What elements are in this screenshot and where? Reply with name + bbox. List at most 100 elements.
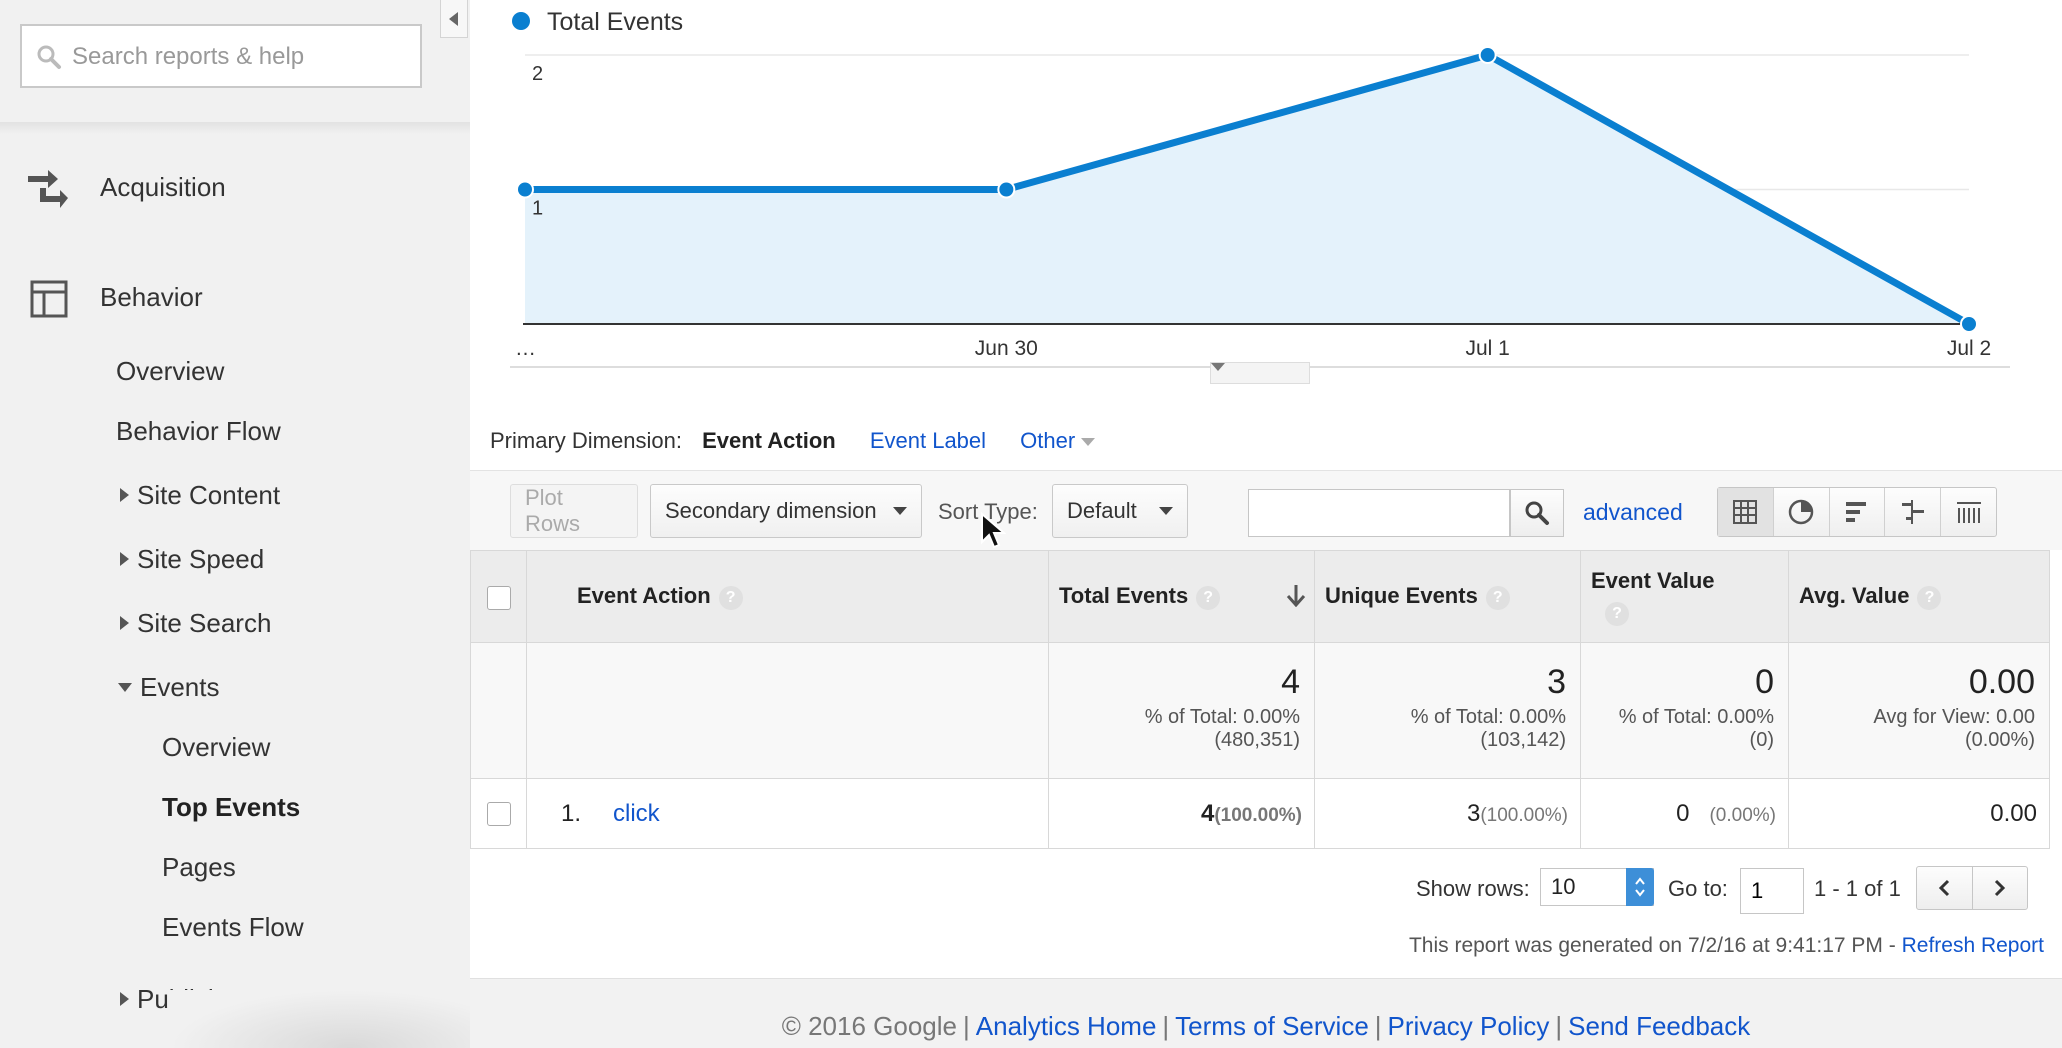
view-pivot-button[interactable] bbox=[1940, 488, 1996, 536]
sidebar-item-label: Overview bbox=[162, 732, 271, 762]
totals-empty-cell bbox=[470, 642, 527, 779]
header-total-events[interactable]: Total Events? bbox=[1048, 550, 1315, 643]
sidebar-item-events-flow[interactable]: Events Flow bbox=[162, 912, 304, 943]
view-comparison-button[interactable] bbox=[1884, 488, 1940, 536]
sidebar-item-site-speed[interactable]: Site Speed bbox=[120, 544, 264, 575]
header-avg-value[interactable]: Avg. Value? bbox=[1788, 550, 2050, 643]
footer-link-feedback[interactable]: Send Feedback bbox=[1568, 1011, 1751, 1041]
sidebar-item-events[interactable]: Events bbox=[118, 672, 220, 703]
view-bar-button[interactable] bbox=[1828, 488, 1885, 536]
sidebar-item-top-events[interactable]: Top Events bbox=[162, 792, 300, 823]
search-input[interactable] bbox=[72, 40, 412, 74]
sidebar-collapse-button[interactable] bbox=[440, 0, 468, 38]
help-icon[interactable]: ? bbox=[1196, 585, 1221, 610]
sidebar-item-site-content[interactable]: Site Content bbox=[120, 480, 280, 511]
sidebar-item-label: Site Content bbox=[137, 480, 281, 510]
primary-dimension-label: Primary Dimension: bbox=[490, 428, 682, 453]
acquisition-icon bbox=[26, 166, 72, 212]
row-event-value: 0 (0.00%) bbox=[1580, 778, 1789, 849]
totals-row: 4% of Total: 0.00% (480,351) 3% of Total:… bbox=[470, 642, 2050, 779]
advanced-filter-link[interactable]: advanced bbox=[1583, 499, 1683, 525]
row-unique-events: 3(100.00%) bbox=[1314, 778, 1581, 849]
header-event-value[interactable]: Event Value? bbox=[1580, 550, 1789, 643]
row-avg-value: 0.00 bbox=[1788, 778, 2050, 849]
next-page-button[interactable] bbox=[1971, 867, 2028, 909]
sidebar-item-label: Site Search bbox=[137, 608, 272, 638]
header-event-action[interactable]: Event Action? bbox=[526, 550, 1049, 643]
pivot-icon bbox=[1956, 502, 1981, 523]
footer-link-privacy[interactable]: Privacy Policy bbox=[1387, 1011, 1550, 1041]
refresh-report-link[interactable]: Refresh Report bbox=[1901, 934, 2044, 957]
dimension-event-label-link[interactable]: Event Label bbox=[869, 428, 987, 453]
nav-section-label: Acquisition bbox=[100, 172, 226, 202]
sidebar-item-behavior-overview[interactable]: Overview bbox=[116, 356, 224, 387]
cell-pct: (0.00%) bbox=[1709, 804, 1776, 826]
view-toggle-group bbox=[1717, 487, 1997, 537]
sidebar-item-label: Pages bbox=[162, 852, 236, 882]
nav-section-acquisition[interactable]: Acquisition bbox=[0, 156, 470, 216]
footer-link-analytics-home[interactable]: Analytics Home bbox=[975, 1011, 1157, 1041]
total-abs: (480,351) bbox=[1214, 729, 1300, 751]
row-select-cell bbox=[470, 778, 527, 849]
cell-pct: (100.00%) bbox=[1480, 804, 1568, 826]
expand-icon bbox=[120, 552, 129, 567]
sidebar-item-label: Top Events bbox=[162, 792, 301, 822]
help-icon[interactable]: ? bbox=[1605, 601, 1629, 626]
search-icon bbox=[36, 44, 62, 75]
sidebar-item-behavior-flow[interactable]: Behavior Flow bbox=[116, 416, 281, 447]
y-tick-label: 2 bbox=[532, 63, 543, 85]
show-rows-value: 10 bbox=[1551, 874, 1576, 899]
previous-page-button[interactable] bbox=[1917, 867, 1972, 909]
event-action-link[interactable]: click bbox=[613, 799, 660, 827]
help-icon[interactable]: ? bbox=[1917, 585, 1942, 610]
totals-total-events: 4 % of Total: 0.00% (480,351) bbox=[1048, 642, 1315, 779]
footer-link-terms[interactable]: Terms of Service bbox=[1175, 1011, 1369, 1041]
dimension-other-link[interactable]: Other bbox=[1020, 428, 1096, 453]
nav-section-behavior[interactable]: Behavior bbox=[0, 266, 470, 326]
chevron-down-icon bbox=[1211, 363, 1225, 371]
footer-separator: | bbox=[1162, 1011, 1170, 1041]
cell-value: 3 bbox=[1466, 799, 1481, 827]
total-pct: % of Total: 0.00% bbox=[1618, 706, 1774, 728]
comparison-icon bbox=[1901, 500, 1924, 524]
footer-separator: | bbox=[1555, 1011, 1563, 1041]
table-filter-input[interactable] bbox=[1248, 489, 1510, 537]
chart-svg: Total Events 1 2 … Jun 30 Jul 1 Jul 2 bbox=[510, 8, 2010, 368]
goto-page-input[interactable] bbox=[1740, 868, 1804, 914]
totals-unique-events: 3 % of Total: 0.00% (103,142) bbox=[1314, 642, 1581, 779]
caret-down-icon bbox=[1081, 438, 1096, 447]
show-rows-select[interactable]: 10 bbox=[1540, 868, 1654, 906]
sidebar-item-site-search[interactable]: Site Search bbox=[120, 608, 271, 639]
chart-toggle-button[interactable] bbox=[1210, 362, 1310, 384]
row-checkbox[interactable] bbox=[486, 802, 511, 827]
x-tick-label: Jun 30 bbox=[975, 337, 1038, 360]
help-icon[interactable]: ? bbox=[718, 585, 743, 610]
search-divider bbox=[0, 122, 470, 134]
legend-swatch bbox=[512, 12, 530, 30]
header-label: Avg. Value bbox=[1799, 583, 1910, 609]
help-icon[interactable]: ? bbox=[1485, 585, 1510, 610]
x-tick-label: … bbox=[515, 337, 536, 360]
table-row: 1. click 4(100.00%) 3(100.00%) 0 (0.00%) 0… bbox=[470, 778, 2050, 849]
select-all-checkbox[interactable] bbox=[486, 585, 511, 610]
secondary-dimension-select[interactable]: Secondary dimension bbox=[650, 484, 922, 538]
report-generated-note: This report was generated on 7/2/16 at 9… bbox=[1409, 934, 2044, 958]
view-table-button[interactable] bbox=[1718, 488, 1773, 536]
page-range: 1 - 1 of 1 bbox=[1814, 876, 1901, 901]
sidebar-item-pages[interactable]: Pages bbox=[162, 852, 236, 883]
expand-icon bbox=[120, 488, 129, 503]
table-toolbar: Plot Rows Secondary dimension Sort Type:… bbox=[470, 470, 2062, 550]
totals-empty-cell bbox=[526, 642, 1049, 779]
cell-value: 0.00 bbox=[1990, 799, 2037, 827]
table-search-button[interactable] bbox=[1510, 489, 1564, 537]
total-abs: (0.00%) bbox=[1964, 729, 2035, 751]
view-pie-button[interactable] bbox=[1772, 488, 1829, 536]
bar-chart-icon bbox=[1845, 502, 1866, 522]
sort-type-select[interactable]: Default bbox=[1052, 484, 1188, 538]
sidebar-item-label: Behavior Flow bbox=[116, 416, 281, 446]
header-unique-events[interactable]: Unique Events? bbox=[1314, 550, 1581, 643]
row-index: 1. bbox=[561, 799, 582, 827]
plot-rows-button[interactable]: Plot Rows bbox=[510, 484, 638, 538]
sidebar-item-events-overview[interactable]: Overview bbox=[162, 732, 270, 763]
footer-separator: | bbox=[963, 1011, 970, 1041]
